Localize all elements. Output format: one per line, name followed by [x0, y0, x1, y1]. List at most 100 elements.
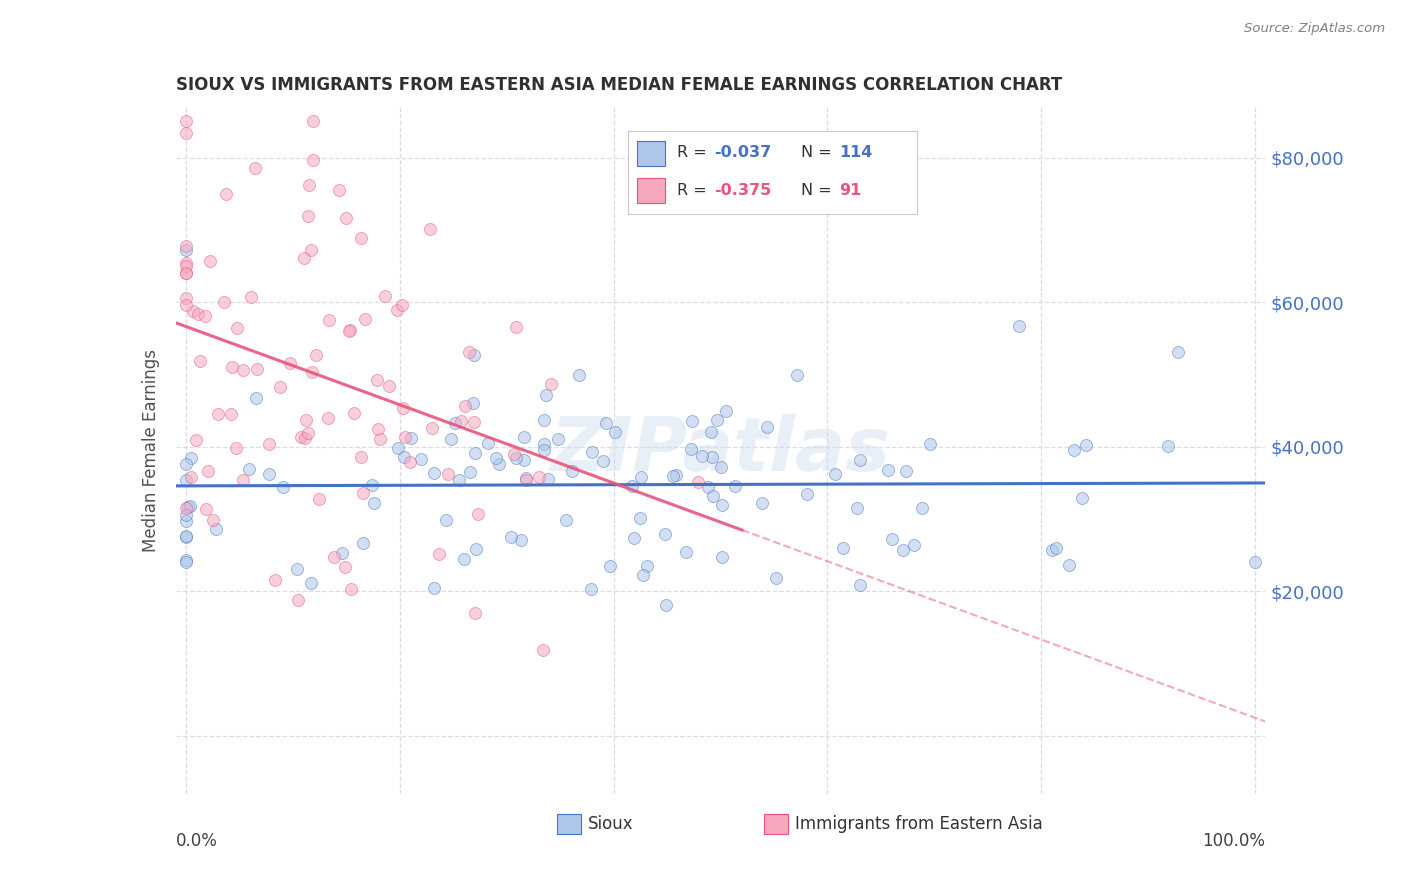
Point: [765, 570, 787, 584]
Point: [387, 442, 409, 456]
Point: [918, 437, 941, 451]
Point: [259, 467, 281, 481]
Point: [377, 379, 399, 393]
Point: [423, 466, 446, 480]
Point: [294, 413, 316, 427]
Point: [409, 452, 432, 467]
Point: [352, 536, 374, 550]
Point: [636, 559, 658, 574]
Point: [330, 546, 353, 560]
Point: [176, 267, 198, 281]
Point: [294, 431, 316, 445]
Point: [392, 401, 415, 415]
Point: [201, 513, 224, 527]
Point: [176, 259, 198, 273]
Point: [323, 549, 346, 564]
Point: [318, 313, 340, 327]
Point: [180, 450, 202, 465]
Point: [298, 178, 321, 193]
Point: [786, 368, 808, 383]
Point: [533, 412, 555, 426]
Point: [529, 469, 551, 483]
FancyBboxPatch shape: [637, 141, 665, 166]
Point: [205, 522, 228, 536]
Point: [176, 508, 198, 522]
Point: [599, 559, 621, 574]
Point: [903, 538, 925, 552]
Point: [540, 376, 562, 391]
Point: [219, 407, 242, 421]
Point: [1059, 558, 1081, 573]
Point: [238, 462, 260, 476]
Point: [176, 126, 198, 140]
Point: [240, 290, 263, 304]
Point: [465, 542, 488, 557]
Point: [280, 356, 302, 370]
Point: [297, 209, 319, 223]
Point: [665, 468, 688, 483]
Point: [513, 430, 536, 444]
Point: [200, 254, 222, 268]
Point: [179, 500, 201, 514]
Point: [467, 507, 489, 521]
Point: [232, 363, 254, 377]
Point: [696, 480, 718, 494]
Text: Immigrants from Eastern Asia: Immigrants from Eastern Asia: [796, 815, 1043, 833]
Point: [561, 464, 583, 478]
Point: [630, 470, 652, 484]
Point: [547, 432, 569, 446]
Point: [554, 513, 576, 527]
Point: [297, 426, 319, 441]
Text: -0.037: -0.037: [714, 145, 772, 161]
Point: [533, 436, 555, 450]
Point: [710, 549, 733, 564]
Point: [287, 592, 309, 607]
Point: [176, 255, 198, 269]
Point: [374, 289, 396, 303]
Text: SIOUX VS IMMIGRANTS FROM EASTERN ASIA MEDIAN FEMALE EARNINGS CORRELATION CHART: SIOUX VS IMMIGRANTS FROM EASTERN ASIA ME…: [176, 77, 1062, 95]
Text: R =: R =: [678, 183, 711, 197]
Point: [849, 453, 872, 467]
Point: [290, 430, 312, 444]
Point: [463, 415, 485, 429]
Point: [463, 606, 485, 620]
Point: [197, 464, 219, 478]
Point: [299, 243, 322, 257]
Point: [225, 441, 247, 455]
Point: [308, 491, 330, 506]
Point: [176, 114, 198, 128]
Point: [832, 541, 855, 555]
Point: [605, 425, 627, 439]
Point: [505, 450, 527, 465]
Point: [176, 529, 198, 543]
Point: [176, 555, 198, 569]
Point: [305, 348, 328, 362]
Point: [339, 323, 361, 337]
Point: [453, 399, 475, 413]
Point: [368, 432, 391, 446]
Point: [464, 446, 486, 460]
Point: [1074, 438, 1097, 452]
Text: 100.0%: 100.0%: [1202, 831, 1265, 850]
Point: [367, 422, 389, 436]
Point: [756, 419, 779, 434]
Point: [245, 391, 267, 405]
Point: [366, 373, 388, 387]
Text: 114: 114: [839, 145, 872, 161]
Point: [654, 527, 676, 541]
Point: [176, 500, 198, 515]
Text: N =: N =: [801, 183, 837, 197]
Point: [301, 365, 323, 379]
Point: [911, 500, 934, 515]
Point: [1045, 541, 1067, 555]
Point: [702, 489, 724, 503]
Point: [394, 430, 416, 444]
Point: [531, 643, 554, 657]
Point: [1063, 442, 1085, 457]
Point: [1243, 555, 1265, 569]
Point: [714, 404, 737, 418]
Point: [245, 161, 267, 176]
Point: [180, 469, 202, 483]
Point: [391, 298, 413, 312]
Point: [675, 544, 697, 558]
